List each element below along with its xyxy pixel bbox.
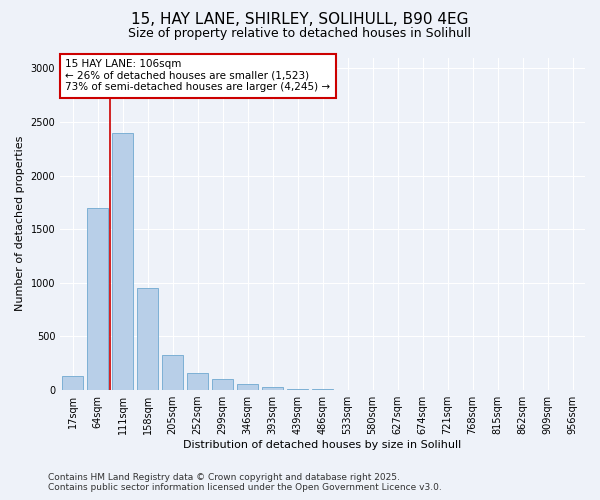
Text: 15 HAY LANE: 106sqm
← 26% of detached houses are smaller (1,523)
73% of semi-det: 15 HAY LANE: 106sqm ← 26% of detached ho… (65, 59, 331, 92)
Bar (237, 384, 258, 390)
Bar (87, 208, 108, 390)
Bar (212, 379, 233, 390)
Bar (287, 389, 308, 390)
Bar (112, 132, 133, 390)
Text: Size of property relative to detached houses in Solihull: Size of property relative to detached ho… (128, 28, 472, 40)
X-axis label: Distribution of detached houses by size in Solihull: Distribution of detached houses by size … (184, 440, 462, 450)
Text: 15, HAY LANE, SHIRLEY, SOLIHULL, B90 4EG: 15, HAY LANE, SHIRLEY, SOLIHULL, B90 4EG (131, 12, 469, 28)
Bar (137, 288, 158, 390)
Bar (162, 354, 183, 390)
Bar (187, 374, 208, 390)
Bar (262, 387, 283, 390)
Text: Contains HM Land Registry data © Crown copyright and database right 2025.
Contai: Contains HM Land Registry data © Crown c… (48, 473, 442, 492)
Y-axis label: Number of detached properties: Number of detached properties (15, 136, 25, 312)
Bar (62, 376, 83, 390)
